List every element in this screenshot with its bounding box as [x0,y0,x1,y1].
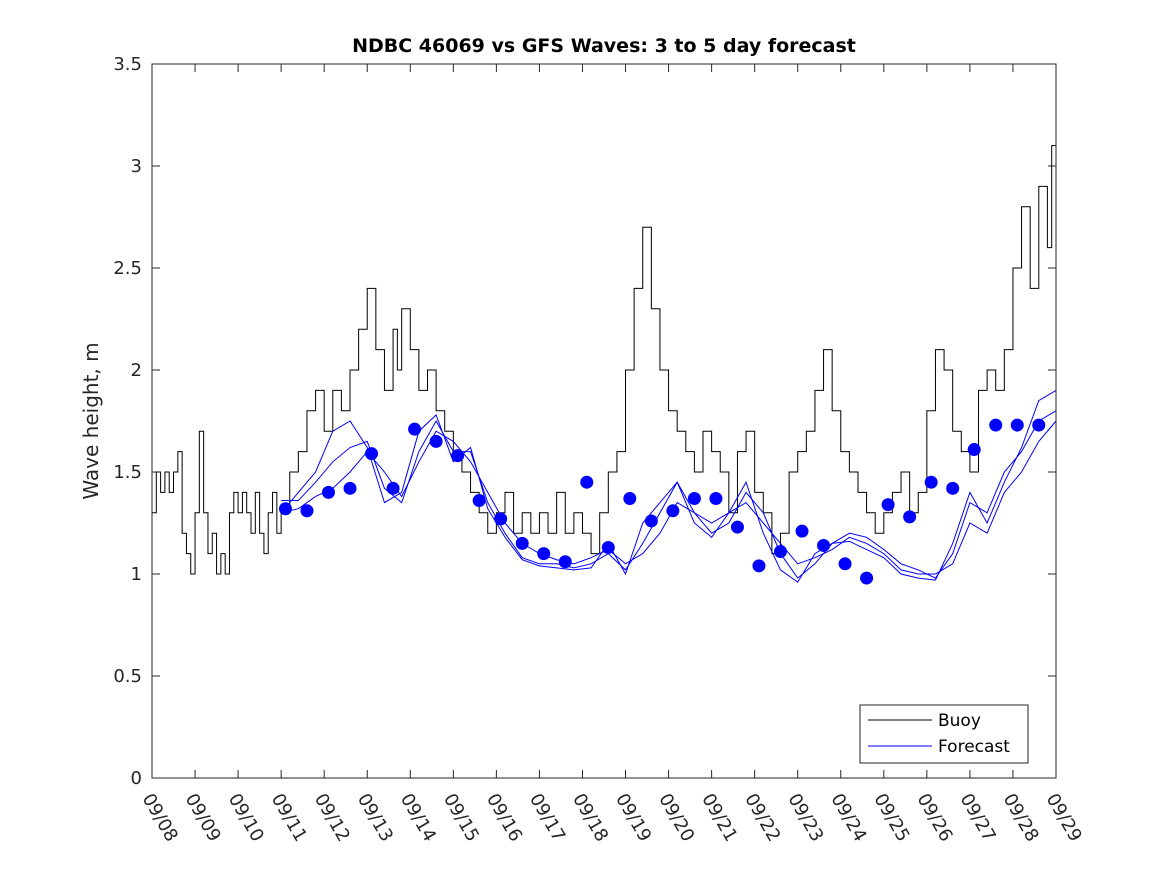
x-tick-label: 09/18 [568,790,612,845]
legend: Buoy Forecast [859,704,1029,764]
x-tick-label: 09/26 [913,790,957,845]
forecast-marker [558,555,572,569]
x-tick-label: 09/08 [138,790,182,845]
forecast-marker [429,434,443,448]
x-tick-label: 09/28 [999,790,1043,845]
forecast-marker [321,485,335,499]
tick-marks [151,63,1057,779]
plot-area [152,64,1056,778]
x-tick-label: 09/24 [826,790,870,845]
forecast-marker [278,502,292,516]
forecast-marker [730,520,744,534]
forecast-marker [817,538,831,552]
forecast-marker [365,447,379,461]
plot-frame [151,63,1057,779]
y-tick-label: 0.5 [113,666,142,687]
forecast-marker [838,557,852,571]
x-tick-label: 09/14 [396,790,440,845]
y-tick-label: 1 [131,564,142,585]
x-tick-label: 09/09 [181,790,225,845]
x-tick-label: 09/19 [611,790,655,845]
x-tick-label: 09/20 [654,790,698,845]
x-tick-label: 09/13 [353,790,397,845]
legend-buoy-label: Buoy [938,711,981,731]
forecast-marker [644,514,658,528]
x-tick-label: 09/16 [482,790,526,845]
forecast-marker [924,475,938,489]
y-tick-label: 1.5 [113,462,142,483]
legend-forecast-label: Forecast [938,737,1010,757]
y-tick-label: 3.5 [113,54,142,75]
forecast-marker [472,494,486,508]
x-tick-label: 09/27 [956,790,1000,845]
forecast-series-line [280,389,1057,583]
forecast-marker [773,545,787,559]
y-tick-label: 3 [131,156,142,177]
forecast-marker [795,524,809,538]
forecast-marker [1010,418,1024,432]
x-tick-labels: 09/0809/0909/1009/1109/1209/1309/1409/15… [138,790,1086,845]
forecast-marker [623,492,637,506]
y-tick-label: 2.5 [113,258,142,279]
forecast-series-line [281,410,1057,579]
x-tick-label: 09/29 [1042,790,1086,845]
x-tick-label: 09/23 [783,790,827,845]
forecast-marker [967,443,981,457]
chart-title: NDBC 46069 vs GFS Waves: 3 to 5 day fore… [352,35,856,57]
x-tick-label: 09/17 [525,790,569,845]
forecast-marker [666,504,680,518]
x-tick-label: 09/10 [224,790,268,845]
x-tick-label: 09/11 [267,790,311,845]
forecast-marker [343,481,357,495]
forecast-marker [946,481,960,495]
forecast-marker [903,510,917,524]
forecast-marker [860,571,874,585]
forecast-marker [300,504,314,518]
forecast-marker [494,512,508,526]
forecast-marker [752,559,766,573]
forecast-marker [709,492,723,506]
forecast-marker [408,422,422,436]
legend-box [859,704,1029,764]
y-axis-label: Wave height, m [79,342,103,499]
forecast-marker [601,540,615,554]
x-tick-label: 09/15 [439,790,483,845]
forecast-marker [881,498,895,512]
forecast-marker [451,449,465,463]
y-tick-labels: 0 0.5 1 1.5 2 2.5 3 3.5 [113,54,142,789]
forecast-marker [989,418,1003,432]
y-tick-label: 0 [131,768,142,789]
x-tick-label: 09/22 [740,790,784,845]
forecast-marker [537,547,551,561]
forecast-marker [580,475,594,489]
x-tick-label: 09/25 [869,790,913,845]
x-tick-label: 09/12 [310,790,354,845]
marker-layer [278,418,1046,585]
forecast-marker [1032,418,1046,432]
y-tick-label: 2 [131,360,142,381]
forecast-marker [687,492,701,506]
forecast-marker [386,481,400,495]
x-tick-label: 09/21 [697,790,741,845]
forecast-marker [515,536,529,550]
